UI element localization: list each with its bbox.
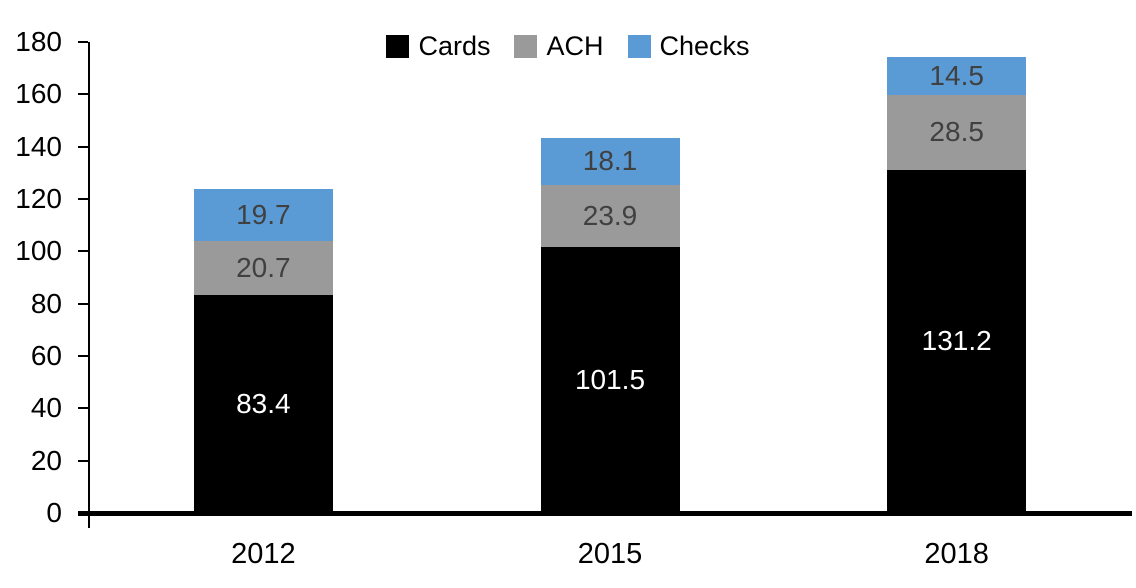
bar-value-label-cards-2018: 131.2 xyxy=(921,325,992,357)
y-axis-line xyxy=(88,42,90,528)
bar-value-label-ach-2015: 23.9 xyxy=(582,200,638,232)
bar-segment-cards-2018: 131.2 xyxy=(887,169,1027,513)
bar-2018: 14.5 28.5 131.2 xyxy=(887,57,1027,513)
legend-label-ach: ACH xyxy=(546,31,604,61)
y-axis-tick-160 xyxy=(78,93,88,96)
bar-2015: 18.1 23.9 101.5 xyxy=(540,137,680,513)
y-axis-tick-20 xyxy=(78,459,88,462)
bar-value-label-checks-2015: 18.1 xyxy=(582,145,638,177)
y-axis-tick-180 xyxy=(78,41,88,43)
bar-value-label-ach-2012: 20.7 xyxy=(236,251,291,283)
bar-slot-2018: 14.5 28.5 131.2 xyxy=(783,57,1130,513)
bar-segment-ach-2012: 20.7 xyxy=(193,240,333,295)
bar-segment-cards-2015: 101.5 xyxy=(540,247,680,513)
bar-segment-ach-2015: 23.9 xyxy=(540,184,680,248)
legend-item-cards: Cards xyxy=(386,33,490,60)
x-axis-label-2012: 2012 xyxy=(231,538,296,570)
y-axis-tick-0 xyxy=(78,512,88,514)
legend-swatch-ach-icon xyxy=(514,35,538,58)
bar-value-label-cards-2015: 101.5 xyxy=(574,364,646,396)
y-axis-tick-label-120: 120 xyxy=(15,183,62,214)
legend-swatch-cards-icon xyxy=(386,35,410,58)
legend-label-cards: Cards xyxy=(418,31,491,61)
y-axis-tick-label-80: 80 xyxy=(30,287,62,319)
y-axis-tick-120 xyxy=(78,198,88,200)
y-axis-tick-label-0: 0 xyxy=(46,497,62,528)
legend-item-checks: Checks xyxy=(627,31,750,61)
bar-value-label-cards-2012: 83.4 xyxy=(236,387,291,419)
y-axis-tick-label-180: 180 xyxy=(15,26,62,57)
bar-value-label-checks-2018: 14.5 xyxy=(929,60,984,92)
x-axis-label-2015: 2015 xyxy=(577,538,643,570)
legend-swatch-checks-icon xyxy=(627,35,651,58)
y-axis-tick-label-40: 40 xyxy=(30,392,62,424)
y-axis-tick-100 xyxy=(78,250,88,253)
bar-2012: 19.7 20.7 83.4 xyxy=(193,189,333,513)
bars-container: 19.7 20.7 83.4 18.1 23.9 101.5 14.5 28.5 131.2 xyxy=(90,42,1130,513)
bar-segment-cards-2012: 83.4 xyxy=(193,294,333,513)
legend-item-ach: ACH xyxy=(514,31,604,61)
plot-area: 19.7 20.7 83.4 18.1 23.9 101.5 14.5 28.5 131.2 xyxy=(78,41,1132,528)
x-axis-labels: 2012 2015 2018 xyxy=(90,538,1130,571)
y-axis-tick-label-60: 60 xyxy=(30,340,62,371)
legend: Cards ACH Checks xyxy=(0,33,1136,60)
y-axis-tick-40 xyxy=(78,407,88,410)
legend-label-checks: Checks xyxy=(659,31,750,61)
x-axis-line xyxy=(78,511,1132,516)
y-axis-tick-label-140: 140 xyxy=(15,130,62,162)
y-axis-tick-label-20: 20 xyxy=(30,444,62,476)
bar-segment-checks-2012: 19.7 xyxy=(193,189,333,241)
bar-segment-checks-2015: 18.1 xyxy=(540,137,680,185)
bar-value-label-ach-2018: 28.5 xyxy=(929,116,984,148)
y-axis-tick-label-100: 100 xyxy=(15,235,62,267)
bar-slot-2012: 19.7 20.7 83.4 xyxy=(90,189,437,513)
y-axis-tick-140 xyxy=(78,145,88,148)
bar-slot-2015: 18.1 23.9 101.5 xyxy=(437,137,784,513)
bar-segment-checks-2018: 14.5 xyxy=(887,57,1027,96)
bar-value-label-checks-2012: 19.7 xyxy=(236,198,291,230)
y-axis-tick-60 xyxy=(78,355,88,357)
y-axis-tick-80 xyxy=(78,302,88,305)
bar-segment-ach-2018: 28.5 xyxy=(887,95,1027,170)
x-axis-label-2018: 2018 xyxy=(924,538,989,570)
y-axis-tick-label-160: 160 xyxy=(15,78,62,110)
